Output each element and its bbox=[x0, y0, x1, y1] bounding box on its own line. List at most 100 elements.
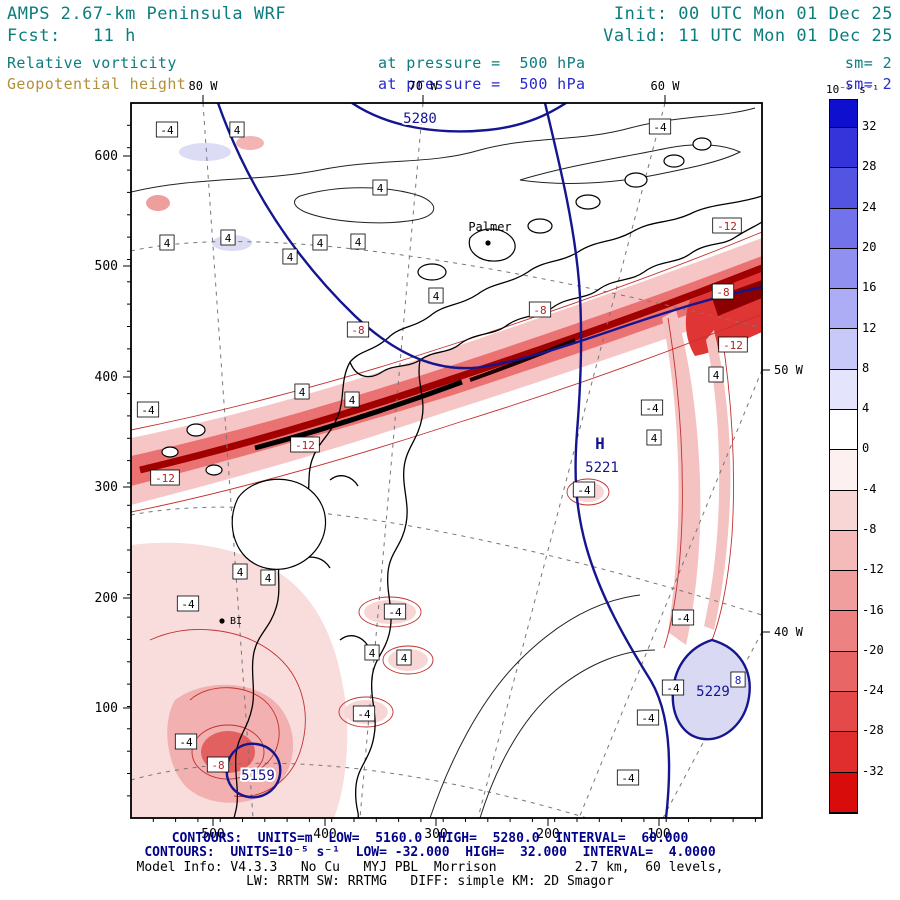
island-outline bbox=[161, 446, 179, 458]
axis-label-left: 400 bbox=[95, 370, 118, 385]
axis-label-bottom: 400 bbox=[313, 827, 336, 842]
label-box-value: -12 bbox=[723, 339, 743, 352]
colorbar-tick-label: 32 bbox=[862, 119, 877, 133]
label-box-value: 4 bbox=[234, 124, 241, 137]
label-box bbox=[718, 336, 748, 353]
vorticity-contour-label: -4 bbox=[383, 603, 407, 620]
field1-smooth: sm= 2 bbox=[844, 54, 892, 72]
vorticity-contour-label: -12 bbox=[150, 469, 180, 486]
vorticity-contour-label: -4 bbox=[155, 121, 179, 138]
label-box-value: 4 bbox=[401, 652, 408, 665]
vorticity-contour-label: -4 bbox=[636, 709, 660, 726]
colorbar-tick-label: 28 bbox=[862, 159, 877, 174]
label-box bbox=[708, 366, 724, 383]
meridian-line bbox=[477, 103, 666, 818]
map-annotations: 5280 H 5221 5159 5229 Palmer BI bbox=[219, 109, 730, 786]
vorticity-contour-label: -4 bbox=[671, 609, 695, 626]
colorbar-segment bbox=[830, 611, 857, 652]
vorticity-contour-line bbox=[479, 649, 656, 818]
map-text-label: 5229 bbox=[696, 684, 730, 700]
label-box bbox=[711, 283, 735, 300]
island-outline bbox=[624, 172, 648, 188]
vorticity-contour-line bbox=[519, 144, 742, 184]
label-box-value: -4 bbox=[653, 121, 667, 134]
vorticity-contour-label: 4 bbox=[232, 563, 248, 580]
label-box-value: 4 bbox=[164, 237, 171, 250]
colorbar bbox=[829, 99, 858, 814]
vorticity-band-core bbox=[139, 264, 762, 474]
coastline-path bbox=[354, 359, 424, 818]
axis-label-left: 500 bbox=[95, 259, 118, 274]
axis-label-left: 100 bbox=[95, 701, 118, 716]
coastline-path bbox=[339, 635, 369, 647]
vorticity-contour-label: 4 bbox=[428, 287, 444, 304]
colorbar-tick-label: 16 bbox=[862, 280, 877, 295]
label-box-value: 4 bbox=[349, 394, 356, 407]
label-box-value: -4 bbox=[621, 772, 635, 785]
label-box bbox=[136, 401, 160, 418]
red-contour-line bbox=[338, 696, 394, 728]
vorticity-contour-label: -4 bbox=[572, 481, 596, 498]
label-box bbox=[383, 603, 407, 620]
label-box bbox=[220, 229, 236, 246]
meridian-line bbox=[359, 103, 424, 818]
height-contour-line bbox=[351, 103, 567, 133]
colorbar-tick-label: -32 bbox=[862, 763, 884, 778]
label-box bbox=[636, 709, 660, 726]
colorbar-tick-label: -24 bbox=[862, 683, 884, 698]
label-box bbox=[229, 121, 245, 138]
model-title: AMPS 2.67-km Peninsula WRF bbox=[7, 4, 287, 24]
vorticity-contour-label: -4 bbox=[661, 679, 685, 696]
station-dot bbox=[219, 618, 225, 624]
coastline-path bbox=[233, 361, 351, 818]
colorbar-tick-label: 8 bbox=[862, 360, 870, 375]
colorbar-tick-label: 0 bbox=[862, 441, 870, 456]
label-box-value: -4 bbox=[666, 682, 680, 695]
map-text-label: BI bbox=[230, 616, 242, 627]
height-contour-closed bbox=[671, 638, 751, 741]
vorticity-contour-line bbox=[294, 187, 435, 224]
colorbar-segment bbox=[830, 409, 857, 451]
colorbar-tick-label: 24 bbox=[862, 199, 877, 214]
vorticity-contour-label: -8 bbox=[528, 301, 552, 318]
label-box bbox=[346, 321, 370, 338]
label-box bbox=[290, 436, 320, 453]
label-box-value: 4 bbox=[237, 566, 244, 579]
negative-vorticity-blob bbox=[146, 195, 170, 211]
axis-label-right: 50 W bbox=[774, 363, 804, 377]
label-box bbox=[428, 287, 444, 304]
island-outline bbox=[468, 228, 516, 262]
map-text-label: 5159 bbox=[241, 768, 275, 784]
label-box bbox=[294, 383, 310, 400]
axis-label-right: 40 W bbox=[774, 625, 804, 639]
map-text-label: Palmer bbox=[468, 220, 511, 234]
height-contour-line bbox=[543, 103, 671, 818]
label-box bbox=[528, 301, 552, 318]
label-box-value: -8 bbox=[211, 759, 224, 772]
label-box bbox=[572, 481, 596, 498]
colorbar-tick-label: 20 bbox=[862, 239, 877, 254]
coastline bbox=[233, 195, 762, 818]
label-box-value: -4 bbox=[179, 736, 193, 749]
colorbar-title: 10⁻⁵ s⁻¹ bbox=[826, 83, 879, 96]
colorbar-segment bbox=[830, 732, 857, 773]
red-contour-line bbox=[131, 313, 762, 513]
label-box-value: -8 bbox=[716, 286, 729, 299]
label-box bbox=[372, 179, 388, 196]
vorticity-contour-label: -4 bbox=[352, 705, 376, 722]
vorticity-contour-label: -4 bbox=[174, 733, 198, 750]
coastline-path bbox=[329, 475, 359, 487]
vorticity-contour-label: 4 bbox=[260, 569, 276, 586]
negative-vorticity-streak bbox=[704, 330, 731, 630]
vorticity-contour-label: 4 bbox=[372, 179, 388, 196]
map-text-label: H bbox=[595, 434, 605, 453]
vorticity-contour-label: -12 bbox=[290, 436, 320, 453]
map-text-label: 5280 bbox=[403, 111, 437, 127]
label-box-value: -4 bbox=[357, 708, 371, 721]
band-core-black bbox=[254, 379, 463, 451]
vorticity-contour-label: 4 bbox=[312, 234, 328, 251]
vorticity-contour-label: -12 bbox=[712, 217, 742, 234]
map-content bbox=[131, 103, 762, 818]
label-box-value: 4 bbox=[713, 369, 720, 382]
